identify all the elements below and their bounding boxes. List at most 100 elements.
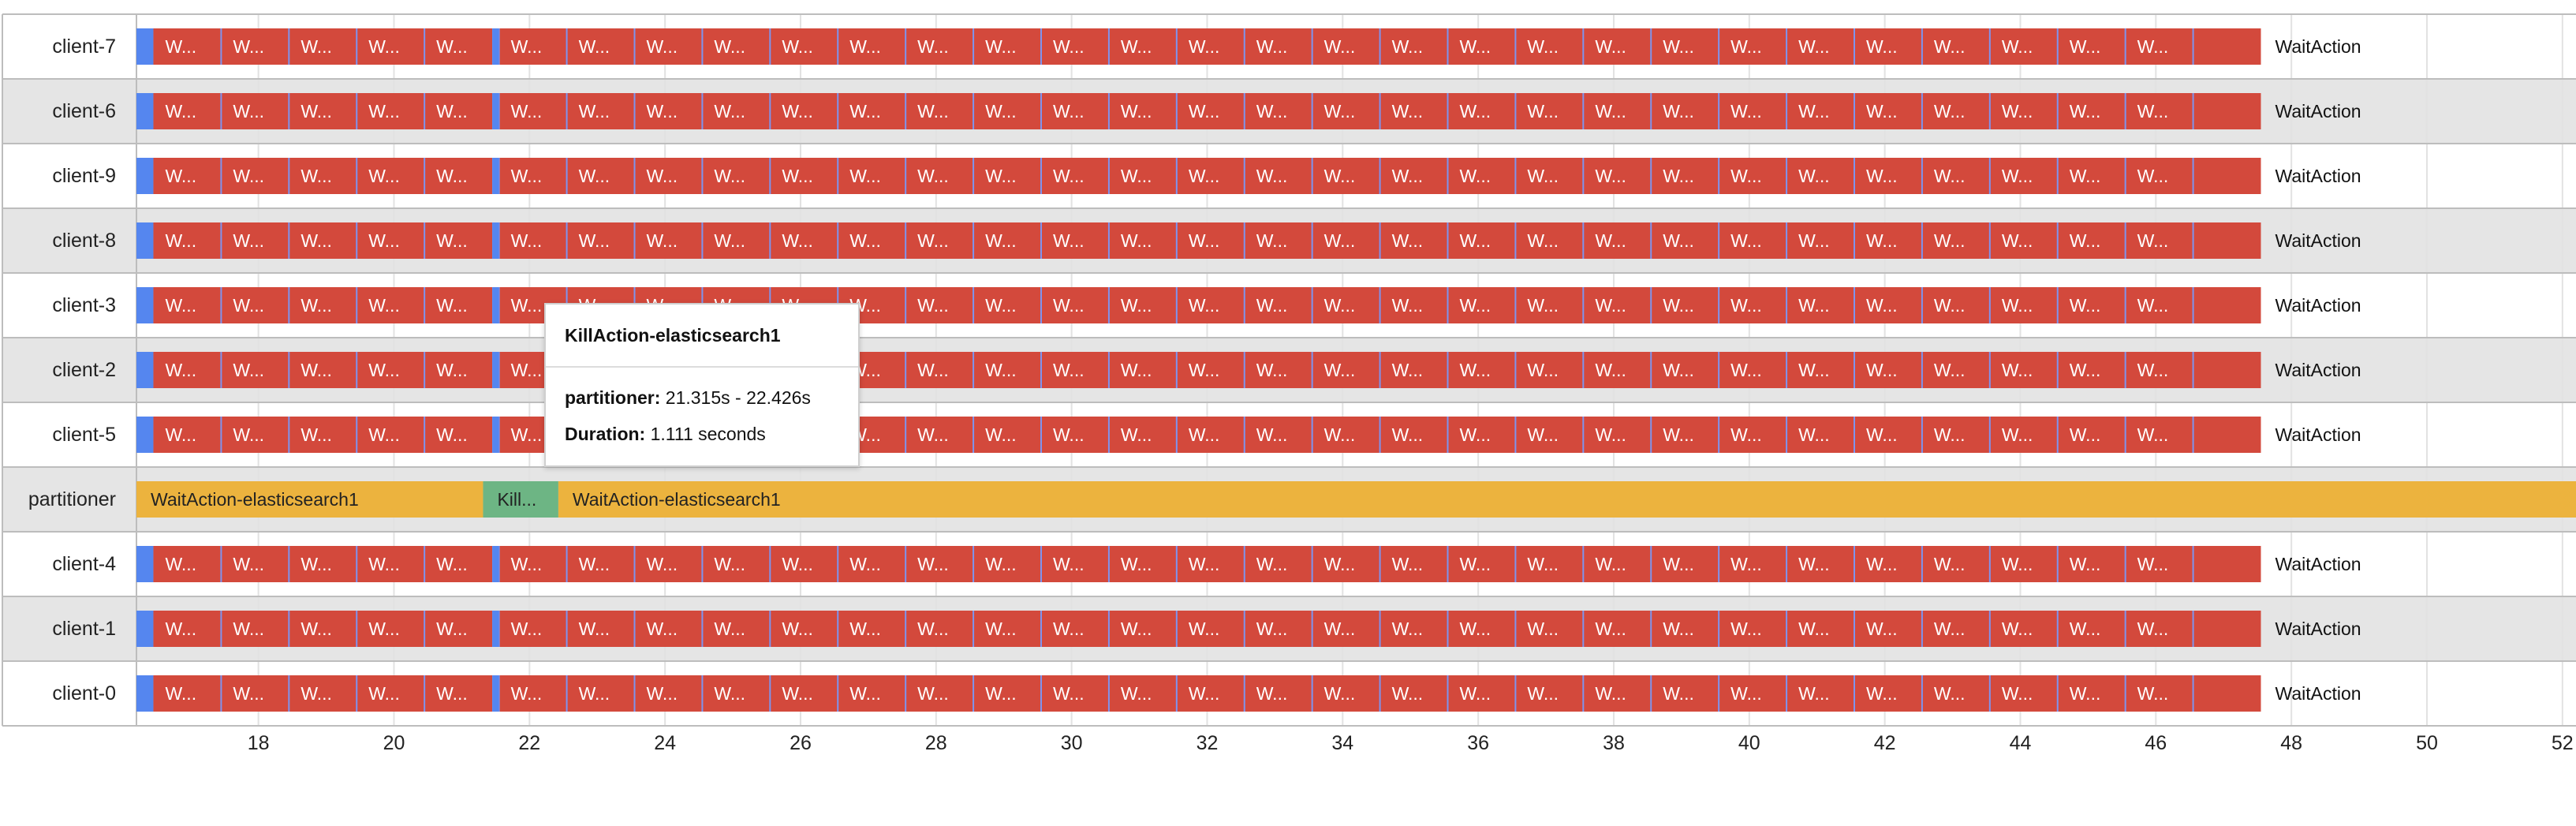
wait-segment-label: W... xyxy=(233,619,264,639)
wait-segment xyxy=(1989,93,2058,129)
wait-segment-label: W... xyxy=(1595,230,1626,251)
wait-segment xyxy=(1447,28,1516,65)
wait-segment xyxy=(1921,611,1990,647)
wait-segment-label: W... xyxy=(1324,554,1356,574)
wait-segment xyxy=(2193,28,2261,65)
wait-segment xyxy=(838,93,906,129)
wait-segment-label: W... xyxy=(646,683,678,704)
wait-segment xyxy=(905,546,974,582)
wait-segment xyxy=(1921,158,1990,194)
row-label: client-3 xyxy=(52,294,116,316)
wait-segment xyxy=(770,222,838,259)
wait-segment xyxy=(905,222,974,259)
partitioner-segment xyxy=(558,481,2576,518)
wait-segment-label: W... xyxy=(511,554,543,574)
wait-segment-label: W... xyxy=(1189,36,1220,57)
wait-segment-label: W... xyxy=(849,101,881,121)
wait-segment xyxy=(289,222,357,259)
wait-segment-label: W... xyxy=(1527,230,1559,251)
wait-segment xyxy=(905,287,974,323)
wait-segment-label: W... xyxy=(511,36,543,57)
wait-segment-label: W... xyxy=(1527,424,1559,445)
wait-segment-label: W... xyxy=(1866,424,1898,445)
x-tick-label: 36 xyxy=(1467,732,1489,754)
wait-segment-label: W... xyxy=(165,619,196,639)
wait-segment-label: W... xyxy=(2137,101,2169,121)
wait-segment xyxy=(1786,675,1854,712)
wait-segment xyxy=(1447,611,1516,647)
wait-segment-label: W... xyxy=(1798,230,1830,251)
wait-segment xyxy=(1108,28,1177,65)
wait-segment-label: W... xyxy=(1053,424,1085,445)
row-label: client-5 xyxy=(52,424,116,446)
wait-segment-label: W... xyxy=(233,683,264,704)
wait-segment xyxy=(2057,675,2126,712)
wait-segment-label: W... xyxy=(1934,166,1966,186)
wait-segment-label: W... xyxy=(714,554,745,574)
wait-segment xyxy=(2193,93,2261,129)
wait-segment-label: W... xyxy=(646,166,678,186)
wait-segment-label: W... xyxy=(1189,360,1220,380)
wait-segment xyxy=(2125,287,2193,323)
wait-segment-label: W... xyxy=(917,295,949,316)
wait-segment-label: W... xyxy=(301,554,332,574)
row-label: client-6 xyxy=(52,100,116,122)
wait-segment xyxy=(905,158,974,194)
wait-segment xyxy=(221,93,289,129)
wait-segment xyxy=(289,28,357,65)
wait-segment xyxy=(357,287,425,323)
wait-segment-label: W... xyxy=(714,101,745,121)
wait-segment xyxy=(2125,352,2193,388)
tooltip-range-label: partitioner: xyxy=(565,387,661,408)
wait-segment xyxy=(1176,675,1245,712)
wait-segment xyxy=(221,417,289,453)
wait-segment-label: W... xyxy=(1121,683,1152,704)
wait-segment-label: W... xyxy=(1256,36,1288,57)
wait-segment xyxy=(1515,611,1584,647)
wait-segment xyxy=(1312,611,1380,647)
wait-segment xyxy=(1244,546,1312,582)
wait-segment xyxy=(1515,28,1584,65)
wait-segment xyxy=(1515,417,1584,453)
wait-segment xyxy=(702,675,771,712)
wait-segment-label: W... xyxy=(985,166,1017,186)
wait-segment-label: W... xyxy=(985,101,1017,121)
x-tick-label: 18 xyxy=(248,732,270,754)
wait-segment-label: W... xyxy=(849,230,881,251)
wait-segment xyxy=(1040,611,1109,647)
wait-segment-label: W... xyxy=(1459,166,1491,186)
wait-segment-label: W... xyxy=(1121,360,1152,380)
wait-segment xyxy=(1854,546,1922,582)
wait-segment-label: W... xyxy=(917,230,949,251)
wait-segment xyxy=(2193,352,2261,388)
wait-segment-label: W... xyxy=(1392,424,1424,445)
wait-segment xyxy=(702,93,771,129)
wait-segment xyxy=(1379,28,1448,65)
wait-segment-label: W... xyxy=(2070,360,2101,380)
wait-segment xyxy=(1379,158,1448,194)
mid-block xyxy=(492,287,499,323)
wait-segment xyxy=(498,222,567,259)
wait-segment xyxy=(357,546,425,582)
wait-segment xyxy=(1515,287,1584,323)
wait-segment xyxy=(1108,675,1177,712)
wait-segment xyxy=(1786,287,1854,323)
wait-segment xyxy=(424,352,493,388)
wait-segment-label: W... xyxy=(579,230,610,251)
wait-segment xyxy=(702,158,771,194)
wait-segment xyxy=(1651,417,1719,453)
wait-segment-label: W... xyxy=(1730,36,1762,57)
start-block xyxy=(136,222,154,259)
wait-segment xyxy=(634,28,703,65)
wait-segment xyxy=(1244,417,1312,453)
wait-segment-label: W... xyxy=(1324,101,1356,121)
wait-segment xyxy=(424,222,493,259)
wait-segment-label: W... xyxy=(1595,424,1626,445)
wait-segment-label: W... xyxy=(2002,360,2033,380)
wait-segment xyxy=(905,611,974,647)
row-end-label: WaitAction xyxy=(2275,101,2361,121)
wait-segment xyxy=(357,352,425,388)
wait-segment-label: W... xyxy=(368,619,400,639)
wait-segment xyxy=(1176,546,1245,582)
